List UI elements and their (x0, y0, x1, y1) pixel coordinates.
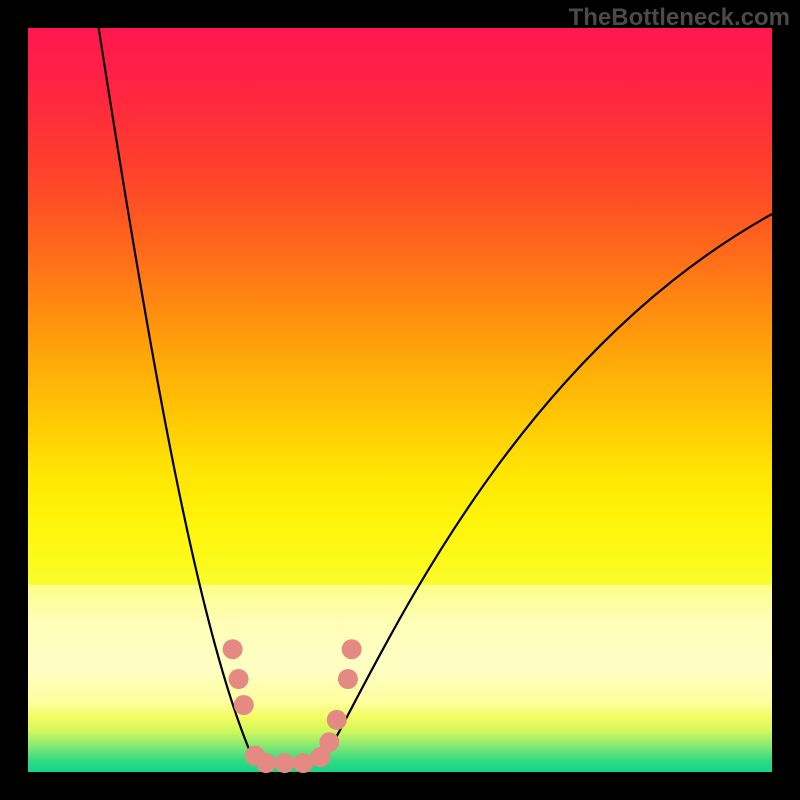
bottleneck-chart (0, 0, 800, 800)
data-marker (342, 639, 362, 659)
data-marker (275, 753, 295, 773)
watermark-text: TheBottleneck.com (569, 4, 790, 32)
data-marker (327, 710, 347, 730)
chart-frame: TheBottleneck.com (0, 0, 800, 800)
data-marker (319, 732, 339, 752)
data-marker (229, 669, 249, 689)
data-marker (293, 753, 313, 773)
data-marker (338, 669, 358, 689)
data-marker (234, 695, 254, 715)
data-marker (256, 753, 276, 773)
data-marker (223, 639, 243, 659)
